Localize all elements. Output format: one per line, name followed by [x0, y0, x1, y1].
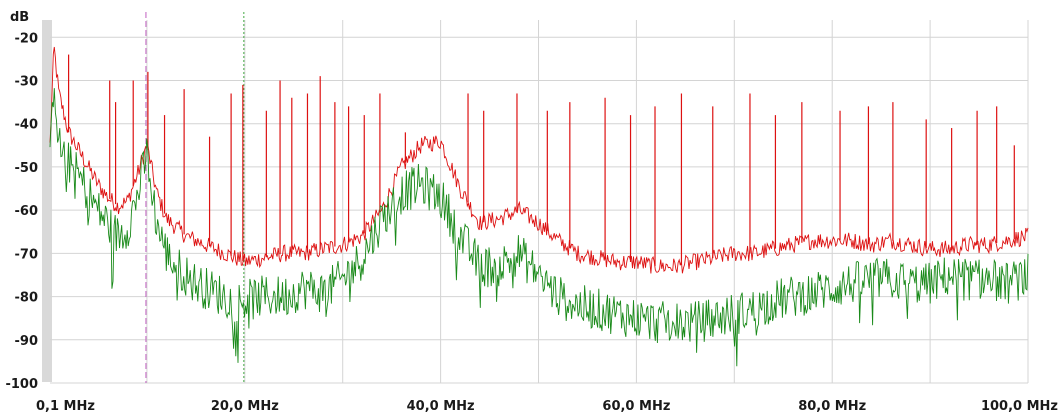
x-tick-label: 100,0 MHz — [981, 399, 1058, 414]
y-tick-label: -30 — [15, 75, 39, 90]
x-tick-label: 40,0 MHz — [407, 399, 475, 414]
y-tick-label: -60 — [15, 204, 39, 219]
y-tick-label: -80 — [15, 291, 39, 306]
series-line — [49, 46, 1029, 274]
x-tick-label: 60,0 MHz — [602, 399, 670, 414]
x-tick-label: 0,1 MHz — [36, 399, 95, 414]
y-tick-label: -90 — [15, 334, 39, 349]
x-tick-label: 80,0 MHz — [798, 399, 866, 414]
x-tick-label: 20,0 MHz — [211, 399, 279, 414]
y-tick-label: -40 — [15, 118, 39, 133]
marker-lines — [145, 12, 245, 383]
grid — [50, 20, 1029, 384]
y-tick-label: -70 — [15, 247, 39, 262]
y-tick-label: -50 — [15, 161, 39, 176]
series-line — [49, 88, 1029, 367]
y-axis-unit-label: dB — [10, 10, 29, 25]
y-tick-label: -100 — [5, 377, 38, 392]
left-margin-strip — [42, 20, 52, 382]
x-axis-ticks: 0,1 MHz 20,0 MHz 40,0 MHz 60,0 MHz 80,0 MHz 1… — [36, 399, 1058, 414]
y-axis-ticks: -20 -30 -40 -50 -60 -70 -80 -90 -100 — [5, 31, 38, 392]
y-tick-label: -20 — [15, 31, 39, 46]
series-group — [49, 46, 1029, 367]
